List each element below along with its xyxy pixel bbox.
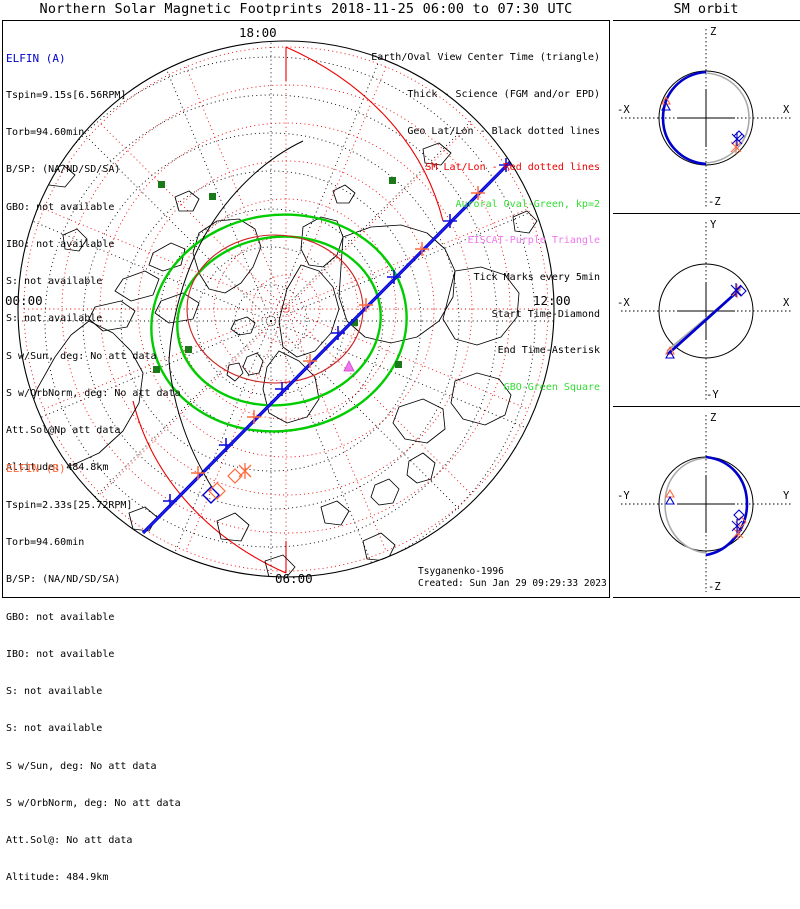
- legend-item-5: EISCAT-Purple Triangle: [467, 235, 600, 247]
- sm-orbit-panel-xy: Y -X X -Y: [613, 213, 800, 406]
- elfin-b-line-5: S: not available: [6, 686, 103, 698]
- legend-item-4: Auroral Oval-Green, kp=2: [455, 198, 601, 210]
- sm-yz-axis-right: Y: [783, 490, 790, 502]
- elfin-b-info: ELFIN (B) Tspin=2.33s[25.72RPM] Torb=94.…: [6, 438, 181, 909]
- elfin-b-line-3: GBO: not available: [6, 611, 115, 623]
- elfin-a-line-3: GBO: not available: [6, 201, 115, 213]
- sm-xy-axis-left: -X: [617, 297, 630, 309]
- sm-xz-axis-left: -X: [617, 104, 630, 116]
- eiscat-marker: [343, 360, 355, 372]
- elfin-a-line-5: S: not available: [6, 276, 103, 288]
- legend-item-3: SM Lat/Lon - Red dotted lines: [425, 162, 600, 174]
- clock-label-right: 12:00: [533, 293, 571, 308]
- elfin-a-line-1: Torb=94.60min: [6, 127, 85, 139]
- sm-yz-axis-top: Z: [710, 412, 717, 424]
- created-timestamp: Created: Sun Jan 29 09:29:33 2023: [418, 578, 607, 589]
- elfin-a-line-4: IBO: not available: [6, 238, 115, 250]
- legend-item-1: Thick - Science (FGM and/or EPD): [407, 89, 600, 101]
- orbit-track-elfin: [141, 124, 544, 535]
- clock-label-top: 18:00: [239, 25, 277, 40]
- legend-item-0: Earth/Oval View Center Time (triangle): [371, 52, 600, 64]
- sm-orbit-title: SM orbit: [673, 1, 739, 17]
- elfin-a-line-2: B/SP: (NA/ND/SD/SA): [6, 164, 121, 176]
- legend-item-6: Tick Marks every 5min: [473, 272, 600, 284]
- elfin-a-line-8: S w/OrbNorm, deg: No att data: [6, 387, 181, 399]
- elfin-b-line-0: Tspin=2.33s[25.72RPM]: [6, 500, 133, 512]
- polar-map-svg: [17, 40, 555, 578]
- sm-xy-axis-top: Y: [710, 219, 717, 231]
- elfin-b-line-4: IBO: not available: [6, 648, 115, 660]
- sm-xz-axis-bottom: -Z: [708, 196, 721, 208]
- map-outer-circle: [17, 40, 555, 578]
- figure-root: Northern Solar Magnetic Footprints 2018-…: [2, 1, 800, 883]
- elfin-b-line-1: Torb=94.60min: [6, 537, 85, 549]
- sm-xy-axis-bottom: -Y: [706, 389, 719, 401]
- elfin-a-info: ELFIN (A) Tspin=9.15s[6.56RPM] Torb=94.6…: [6, 28, 181, 499]
- clock-label-bottom: 06:00: [275, 571, 313, 586]
- elfin-a-line-10: Altitude: 484.8km: [6, 462, 109, 474]
- sm-orbit-panel-yz: Z -Y Y -Z: [613, 406, 800, 598]
- sm-xy-svg: [621, 222, 793, 400]
- legend-item-2: Geo Lat/Lon - Black dotted lines: [407, 125, 600, 137]
- sm-noon-meridian: [132, 46, 444, 574]
- elfin-a-line-9: Att.Sol@Np att data: [6, 425, 121, 436]
- sm-yz-svg: [621, 415, 793, 592]
- sm-orbit-panel-xz: Z -X X -Z: [613, 20, 800, 213]
- tick-marks: [163, 158, 513, 508]
- elfin-a-name: ELFIN (A): [6, 51, 66, 65]
- tick-marks-b: [191, 186, 485, 480]
- elfin-a-line-0: Tspin=9.15s[6.56RPM]: [6, 90, 127, 102]
- sm-xz-svg: [621, 29, 793, 207]
- legend-item-9: GBO-Green Square: [503, 381, 600, 393]
- map-content: [18, 41, 554, 577]
- clock-label-left: 00:00: [5, 293, 43, 308]
- gbo-stations: [153, 177, 402, 373]
- elfin-b-line-10: Altitude: 484.9km: [6, 872, 109, 884]
- sm-xy-axis-right: X: [783, 297, 790, 309]
- sm-yz-axis-bottom: -Z: [708, 581, 721, 593]
- legend-item-7: Start Time-Diamond: [491, 308, 600, 320]
- auroral-oval: [150, 213, 408, 433]
- track-endpoints: [202, 463, 252, 504]
- elfin-a-line-7: S w/Sun, deg: No att data: [6, 350, 157, 362]
- sm-xz-axis-top: Z: [710, 26, 717, 38]
- model-credit: Tsyganenko-1996: [418, 566, 504, 577]
- sm-yz-axis-left: -Y: [617, 490, 630, 502]
- polar-map-panel: 18:00 00:00 12:00 06:00: [2, 20, 610, 598]
- sm-xz-axis-right: X: [783, 104, 790, 116]
- elfin-a-line-6: S: not available: [6, 313, 103, 325]
- map-legend: Earth/Oval View Center Time (triangle) T…: [318, 28, 600, 419]
- elfin-b-line-2: B/SP: (NA/ND/SD/SA): [6, 574, 121, 586]
- elfin-b-line-6: S: not available: [6, 723, 103, 735]
- elfin-b-line-8: S w/OrbNorm, deg: No att data: [6, 797, 181, 809]
- legend-item-8: End Time-Asterisk: [497, 345, 600, 357]
- sm-graticule: [23, 46, 549, 572]
- page-title: Northern Solar Magnetic Footprints 2018-…: [39, 1, 573, 17]
- elfin-b-line-7: S w/Sun, deg: No att data: [6, 760, 157, 772]
- elfin-b-name: ELFIN (B): [6, 461, 66, 475]
- elfin-b-line-9: Att.Sol@: No att data: [6, 835, 133, 846]
